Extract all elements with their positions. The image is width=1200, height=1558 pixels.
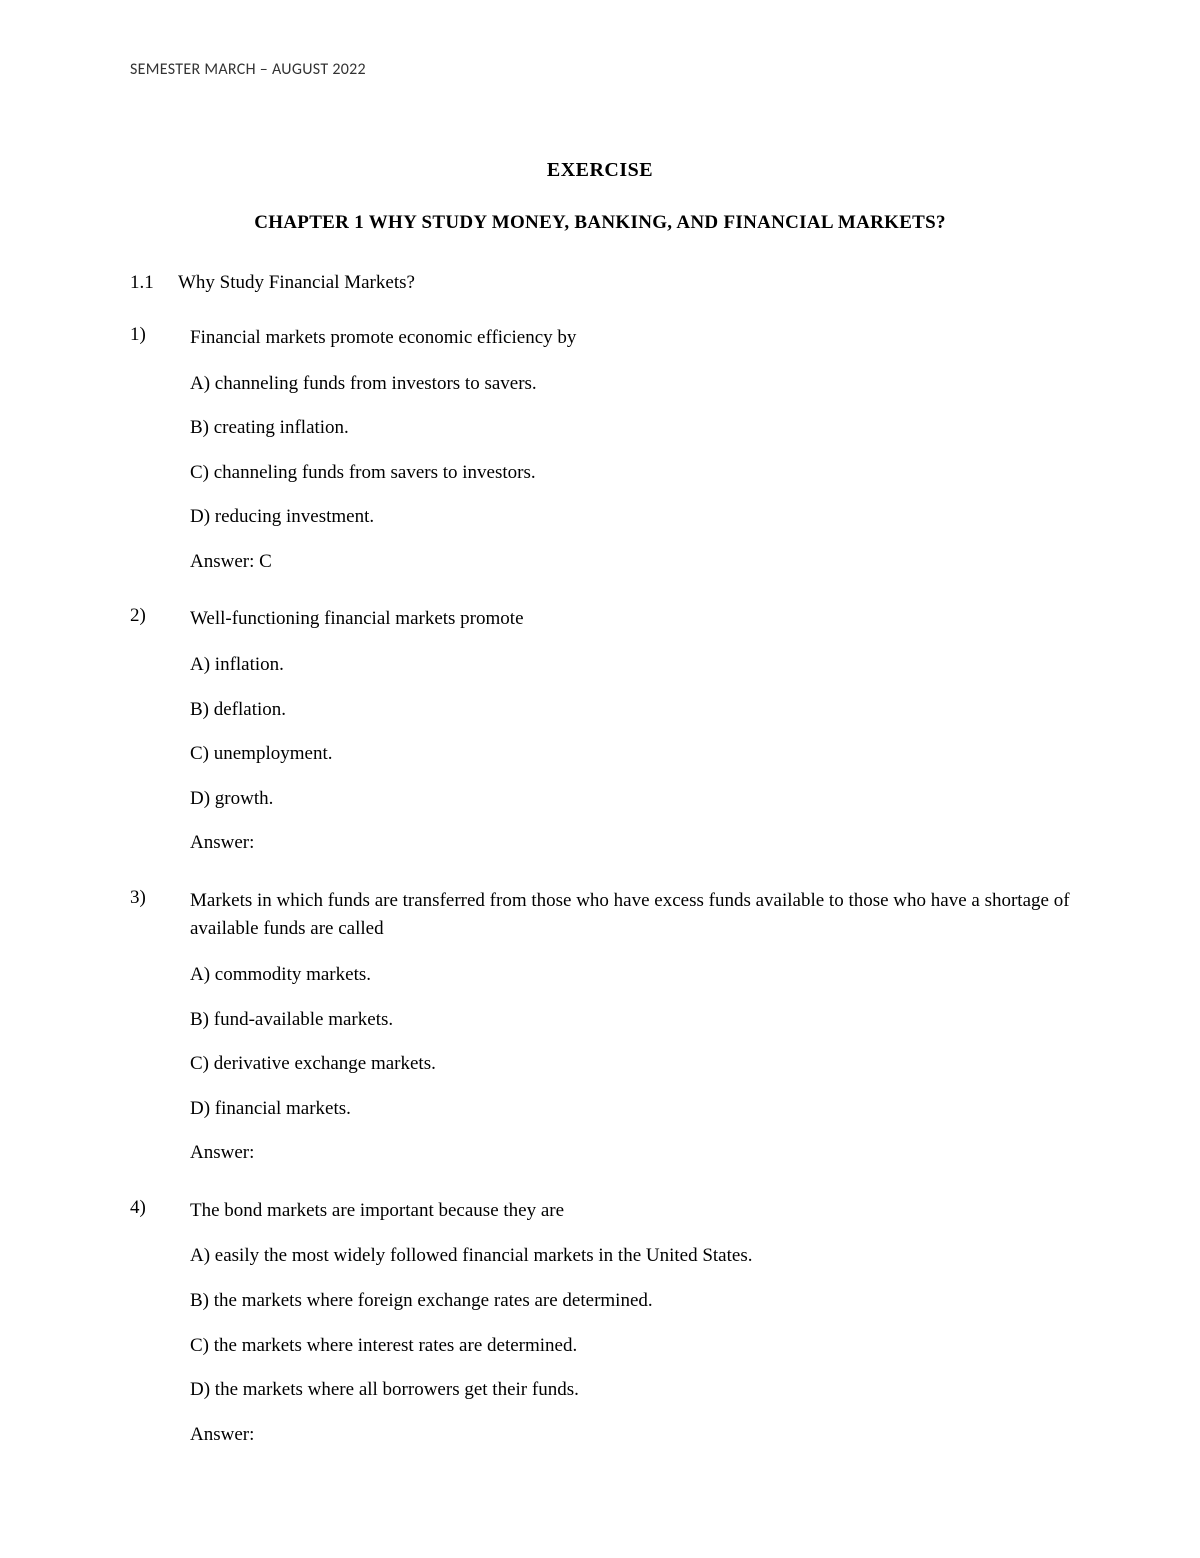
question-answer: Answer: C (190, 549, 1070, 576)
question-option: C) unemployment. (190, 741, 1070, 768)
question-row: 2)Well-functioning financial markets pro… (130, 605, 1070, 634)
question-number: 3) (130, 887, 190, 944)
section-heading: 1.1 Why Study Financial Markets? (130, 272, 1070, 294)
question: 3)Markets in which funds are transferred… (130, 887, 1070, 1167)
page-header: SEMESTER MARCH – AUGUST 2022 (130, 60, 1070, 79)
question-option: C) channeling funds from savers to inves… (190, 460, 1070, 487)
question-option: C) derivative exchange markets. (190, 1051, 1070, 1078)
exercise-title: EXERCISE (130, 159, 1070, 182)
question-option: A) channeling funds from investors to sa… (190, 371, 1070, 398)
question-option: A) inflation. (190, 652, 1070, 679)
question-answer: Answer: (190, 1140, 1070, 1167)
question-answer: Answer: (190, 830, 1070, 857)
question-stem: Financial markets promote economic effic… (190, 324, 1070, 353)
question-option: B) fund-available markets. (190, 1007, 1070, 1034)
question-row: 3)Markets in which funds are transferred… (130, 887, 1070, 944)
question-stem: Markets in which funds are transferred f… (190, 887, 1070, 944)
question-option: B) deflation. (190, 697, 1070, 724)
question-option: D) growth. (190, 786, 1070, 813)
question-option: B) the markets where foreign exchange ra… (190, 1288, 1070, 1315)
question: 1)Financial markets promote economic eff… (130, 324, 1070, 575)
question-stem: The bond markets are important because t… (190, 1197, 1070, 1226)
question-option: D) financial markets. (190, 1096, 1070, 1123)
question-stem: Well-functioning financial markets promo… (190, 605, 1070, 634)
question-option: A) easily the most widely followed finan… (190, 1243, 1070, 1270)
question-number: 4) (130, 1197, 190, 1226)
question-option: A) commodity markets. (190, 962, 1070, 989)
question-option: B) creating inflation. (190, 415, 1070, 442)
question-row: 4)The bond markets are important because… (130, 1197, 1070, 1226)
section-number: 1.1 (130, 272, 178, 294)
question: 4)The bond markets are important because… (130, 1197, 1070, 1448)
question-answer: Answer: (190, 1422, 1070, 1449)
question-option: D) the markets where all borrowers get t… (190, 1377, 1070, 1404)
question-row: 1)Financial markets promote economic eff… (130, 324, 1070, 353)
question: 2)Well-functioning financial markets pro… (130, 605, 1070, 856)
chapter-title: CHAPTER 1 WHY STUDY MONEY, BANKING, AND … (130, 212, 1070, 234)
question-option: C) the markets where interest rates are … (190, 1333, 1070, 1360)
question-number: 1) (130, 324, 190, 353)
questions-container: 1)Financial markets promote economic eff… (130, 324, 1070, 1448)
section-title: Why Study Financial Markets? (178, 272, 415, 294)
question-option: D) reducing investment. (190, 504, 1070, 531)
question-number: 2) (130, 605, 190, 634)
